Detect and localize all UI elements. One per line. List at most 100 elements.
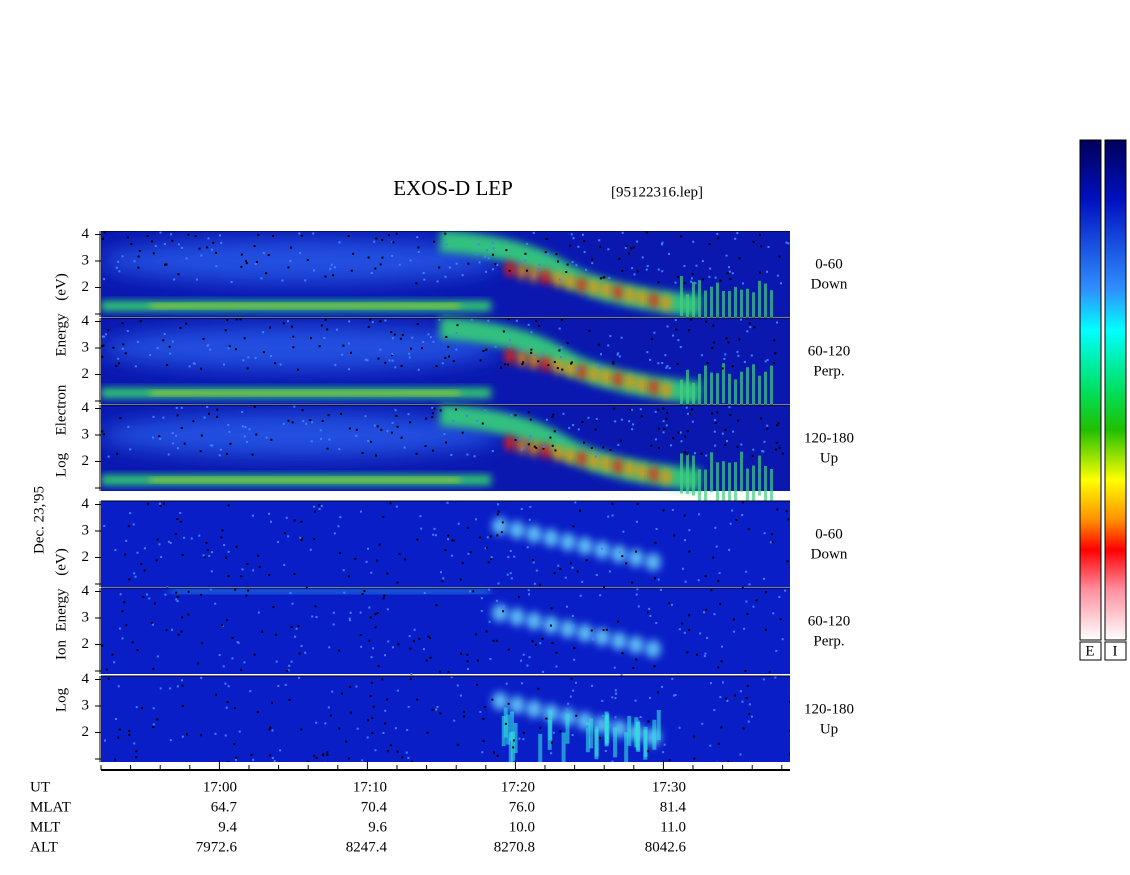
noise: [518, 438, 521, 441]
noise: [431, 449, 434, 452]
noise: [312, 232, 315, 235]
noise: [691, 408, 694, 411]
noise: [417, 250, 420, 253]
noise: [507, 318, 510, 321]
noise: [608, 570, 611, 573]
noise: [300, 538, 303, 541]
flux-spike: [758, 375, 761, 416]
noise: [355, 685, 358, 688]
noise: [683, 631, 686, 634]
noise: [574, 501, 577, 504]
noise: [485, 270, 488, 273]
noise: [151, 623, 154, 626]
ion-blob: [526, 612, 542, 630]
noise: [676, 362, 679, 365]
noise: [529, 505, 532, 508]
noise: [268, 728, 271, 731]
noise: [749, 326, 752, 329]
noise: [666, 411, 669, 414]
noise: [452, 359, 455, 362]
noise: [387, 640, 390, 643]
noise: [455, 348, 458, 351]
noise: [230, 280, 233, 283]
noise: [408, 635, 411, 638]
noise: [524, 259, 527, 262]
noise: [612, 361, 615, 364]
noise: [497, 582, 500, 585]
noise: [491, 698, 494, 701]
noise: [662, 509, 665, 512]
noise: [290, 325, 293, 328]
noise: [663, 743, 666, 746]
table-cell: 17:20: [501, 779, 535, 795]
noise: [542, 445, 545, 448]
noise: [429, 336, 432, 339]
noise: [636, 588, 639, 591]
noise: [433, 407, 436, 410]
noise: [337, 525, 340, 528]
noise: [332, 274, 335, 277]
noise: [203, 416, 206, 419]
noise: [450, 676, 453, 679]
noise: [253, 245, 256, 248]
noise: [547, 364, 550, 367]
noise: [408, 356, 411, 359]
noise: [101, 335, 104, 338]
noise: [683, 264, 686, 267]
noise: [641, 256, 644, 259]
noise: [169, 541, 172, 544]
flux-blob: [637, 463, 647, 480]
noise: [719, 279, 722, 282]
noise: [158, 502, 161, 505]
noise: [493, 751, 496, 754]
noise: [136, 649, 139, 652]
noise: [367, 256, 370, 259]
noise: [654, 541, 657, 544]
noise: [735, 518, 738, 521]
noise: [103, 278, 106, 281]
noise: [260, 277, 263, 280]
noise: [292, 335, 295, 338]
noise: [390, 331, 393, 334]
noise: [215, 265, 218, 268]
noise: [254, 357, 257, 360]
noise: [600, 547, 603, 550]
noise: [372, 647, 375, 650]
noise: [114, 718, 117, 721]
noise: [572, 624, 575, 627]
noise: [425, 659, 428, 662]
noise: [528, 593, 531, 596]
noise: [514, 414, 517, 417]
noise: [628, 420, 631, 423]
noise: [599, 277, 602, 280]
noise: [396, 689, 399, 692]
noise: [711, 412, 714, 415]
noise: [312, 538, 315, 541]
ion-spike: [585, 722, 590, 753]
noise: [165, 263, 168, 266]
noise: [417, 368, 420, 371]
noise: [165, 629, 168, 632]
noise: [717, 666, 720, 669]
panel: [101, 231, 790, 335]
noise: [448, 355, 451, 358]
ion-blob: [645, 553, 661, 571]
noise: [459, 694, 462, 697]
noise: [487, 561, 490, 564]
noise: [199, 450, 202, 453]
noise: [169, 687, 172, 690]
noise: [469, 551, 472, 554]
noise: [162, 502, 165, 505]
panel-label: 0-60: [815, 526, 843, 542]
noise: [480, 609, 483, 612]
noise: [447, 534, 450, 537]
noise: [555, 651, 558, 654]
noise: [123, 601, 126, 604]
noise: [359, 634, 362, 637]
noise: [269, 754, 272, 757]
noise: [595, 418, 598, 421]
noise: [408, 352, 411, 355]
noise: [572, 424, 575, 427]
noise: [369, 318, 372, 321]
ion-blob: [492, 604, 508, 622]
